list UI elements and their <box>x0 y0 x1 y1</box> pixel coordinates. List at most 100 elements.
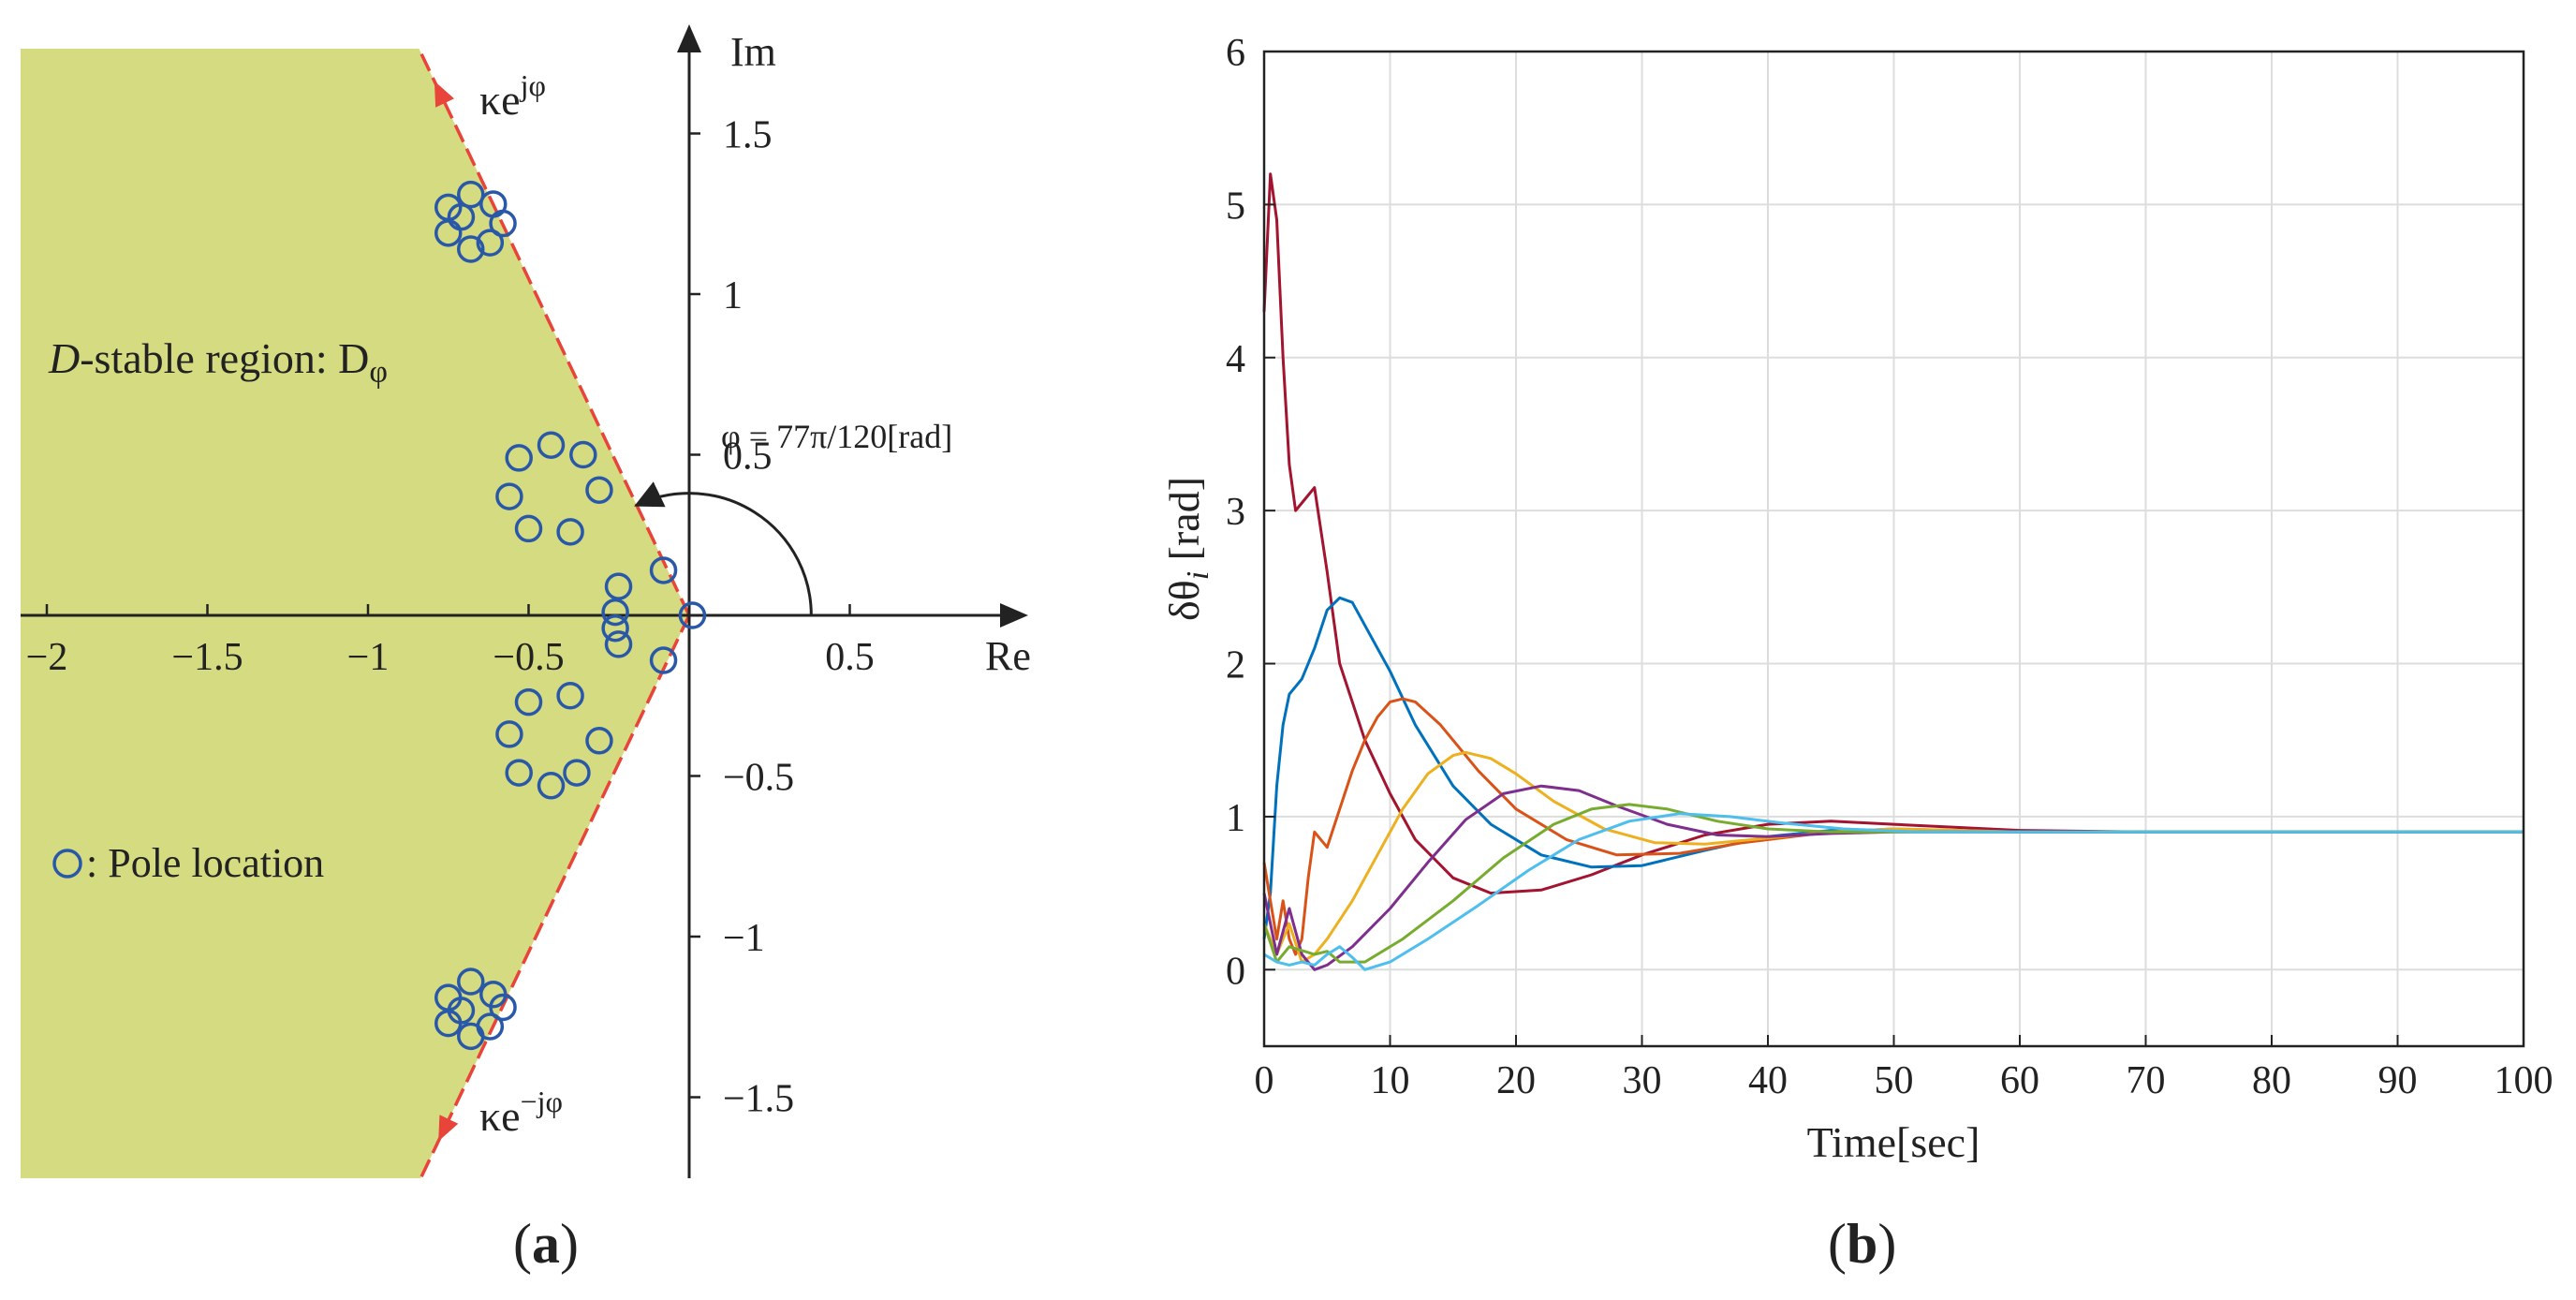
upper-label-base: κe <box>479 76 521 124</box>
boundary-ray-upper-arrowhead <box>434 81 454 108</box>
x-tick-label: −2 <box>26 636 68 679</box>
x-tick-label-b: 100 <box>2495 1059 2554 1102</box>
caption-a: (a) <box>513 1213 579 1275</box>
x-tick-label: 0.5 <box>825 636 875 679</box>
imag-axis-arrowhead <box>677 24 701 52</box>
x-tick-label-b: 50 <box>1875 1059 1914 1102</box>
pole-marker <box>604 572 633 600</box>
y-tick-label: −1 <box>723 917 765 960</box>
pole-marker <box>505 444 533 472</box>
pole-marker <box>514 687 543 716</box>
pole-marker <box>601 598 629 627</box>
poles <box>434 180 707 1051</box>
boundary-ray-lower-arrowhead <box>438 1115 459 1142</box>
axes-a <box>21 24 1028 1178</box>
x-tick-label-b: 40 <box>1748 1059 1788 1102</box>
pole-marker <box>556 682 584 710</box>
y-tick-label-b: 0 <box>1226 950 1245 993</box>
pole-marker <box>585 727 613 755</box>
y-tick-label: −0.5 <box>723 757 794 800</box>
pole-marker <box>514 514 543 543</box>
x-tick-label: −1 <box>347 636 390 679</box>
x-tick-label-b: 30 <box>1623 1059 1662 1102</box>
y-axis-label: Im <box>730 29 776 75</box>
legend-text: : Pole location <box>86 840 324 886</box>
pole-marker <box>556 518 584 546</box>
y-tick-label-b: 5 <box>1226 185 1245 228</box>
panel-a: −2 −1.5 −1 −0.5 0.5 1.5 1 0.5 −0.5 −1 −1.5 Re Im D… <box>21 24 1031 1275</box>
region-label: D-stable region: Dφ <box>48 334 388 390</box>
pole-marker <box>585 476 613 504</box>
y-label-prefix: δθ <box>1160 580 1208 621</box>
boundary-label-lower: κe−jφ <box>479 1085 563 1140</box>
region-label-subscript: φ <box>369 355 388 390</box>
region-label-italic: D <box>48 334 80 382</box>
lower-label-base: κe <box>479 1092 521 1140</box>
pole-marker <box>563 759 591 787</box>
y-tick-label-b: 4 <box>1226 338 1245 381</box>
ticks-a: −2 −1.5 −1 −0.5 0.5 1.5 1 0.5 −0.5 −1 −1.5 <box>26 114 875 1121</box>
pole-marker <box>569 440 597 469</box>
pole-marker <box>505 759 533 787</box>
d-stable-region <box>21 49 689 1178</box>
region-boundary <box>417 48 691 1179</box>
caption-b-letter: b <box>1847 1213 1877 1275</box>
upper-label-sup: jφ <box>520 68 546 102</box>
pole-marker <box>447 202 476 231</box>
ticks-b: 0 10 20 30 40 50 60 70 80 90 100 0 1 2 3 4 5 6 <box>1226 32 2554 1102</box>
pole-marker <box>495 720 523 748</box>
series-line-7 <box>1263 812 2524 971</box>
y-tick-label: 1 <box>723 274 743 318</box>
y-axis-label-b: δθi [rad] <box>1160 477 1215 621</box>
x-axis-label: Re <box>985 633 1031 679</box>
pole-marker <box>537 431 566 459</box>
x-tick-label-b: 60 <box>2000 1059 2039 1102</box>
caption-b: (b) <box>1828 1213 1896 1275</box>
pole-marker <box>649 556 678 584</box>
y-tick-label: 1.5 <box>723 114 773 157</box>
series-line-6 <box>1262 803 2524 964</box>
y-tick-label-b: 2 <box>1226 644 1245 687</box>
pole-marker <box>601 613 629 643</box>
x-tick-label-b: 10 <box>1371 1059 1410 1102</box>
x-tick-label-b: 80 <box>2252 1059 2291 1102</box>
pole-marker <box>457 968 485 996</box>
y-label-unit: [rad] <box>1160 477 1208 571</box>
x-tick-label-b: 0 <box>1255 1059 1274 1102</box>
y-tick-label: −1.5 <box>723 1078 794 1121</box>
pole-marker <box>447 997 476 1025</box>
x-tick-label: −0.5 <box>493 636 564 679</box>
pole-marker <box>649 646 678 674</box>
boundary-label-upper: κejφ <box>479 68 546 124</box>
pole-marker <box>495 482 523 510</box>
lower-label-sup: −jφ <box>521 1085 563 1118</box>
caption-a-letter: a <box>532 1213 560 1275</box>
pole-marker <box>489 209 517 238</box>
pole-marker <box>476 229 505 257</box>
pole-marker <box>537 772 566 800</box>
y-tick-label-b: 1 <box>1226 797 1245 840</box>
x-tick-label: −1.5 <box>171 636 243 679</box>
pole-marker <box>457 180 485 209</box>
x-axis-label-b: Time[sec] <box>1807 1118 1980 1166</box>
x-tick-label-b: 20 <box>1496 1059 1536 1102</box>
x-tick-label-b: 90 <box>2378 1059 2418 1102</box>
pole-marker <box>489 993 517 1022</box>
angle-arc <box>634 481 813 616</box>
pole-marker <box>457 1022 485 1051</box>
region-label-text: -stable region: D <box>80 334 369 382</box>
legend-marker <box>52 849 82 879</box>
pole-marker <box>457 235 485 263</box>
y-tick-label-b: 6 <box>1226 32 1245 75</box>
x-tick-label-b: 70 <box>2127 1059 2166 1102</box>
y-label-sub: i <box>1181 571 1215 580</box>
series-b <box>1262 172 2524 971</box>
y-tick-label-b: 3 <box>1226 491 1245 534</box>
real-axis-arrowhead <box>1000 603 1028 628</box>
series-line-5 <box>1262 784 2524 971</box>
series-line-1 <box>1262 172 2524 895</box>
angle-label: φ = 77π/120[rad] <box>721 418 952 455</box>
pole-marker <box>678 601 707 629</box>
